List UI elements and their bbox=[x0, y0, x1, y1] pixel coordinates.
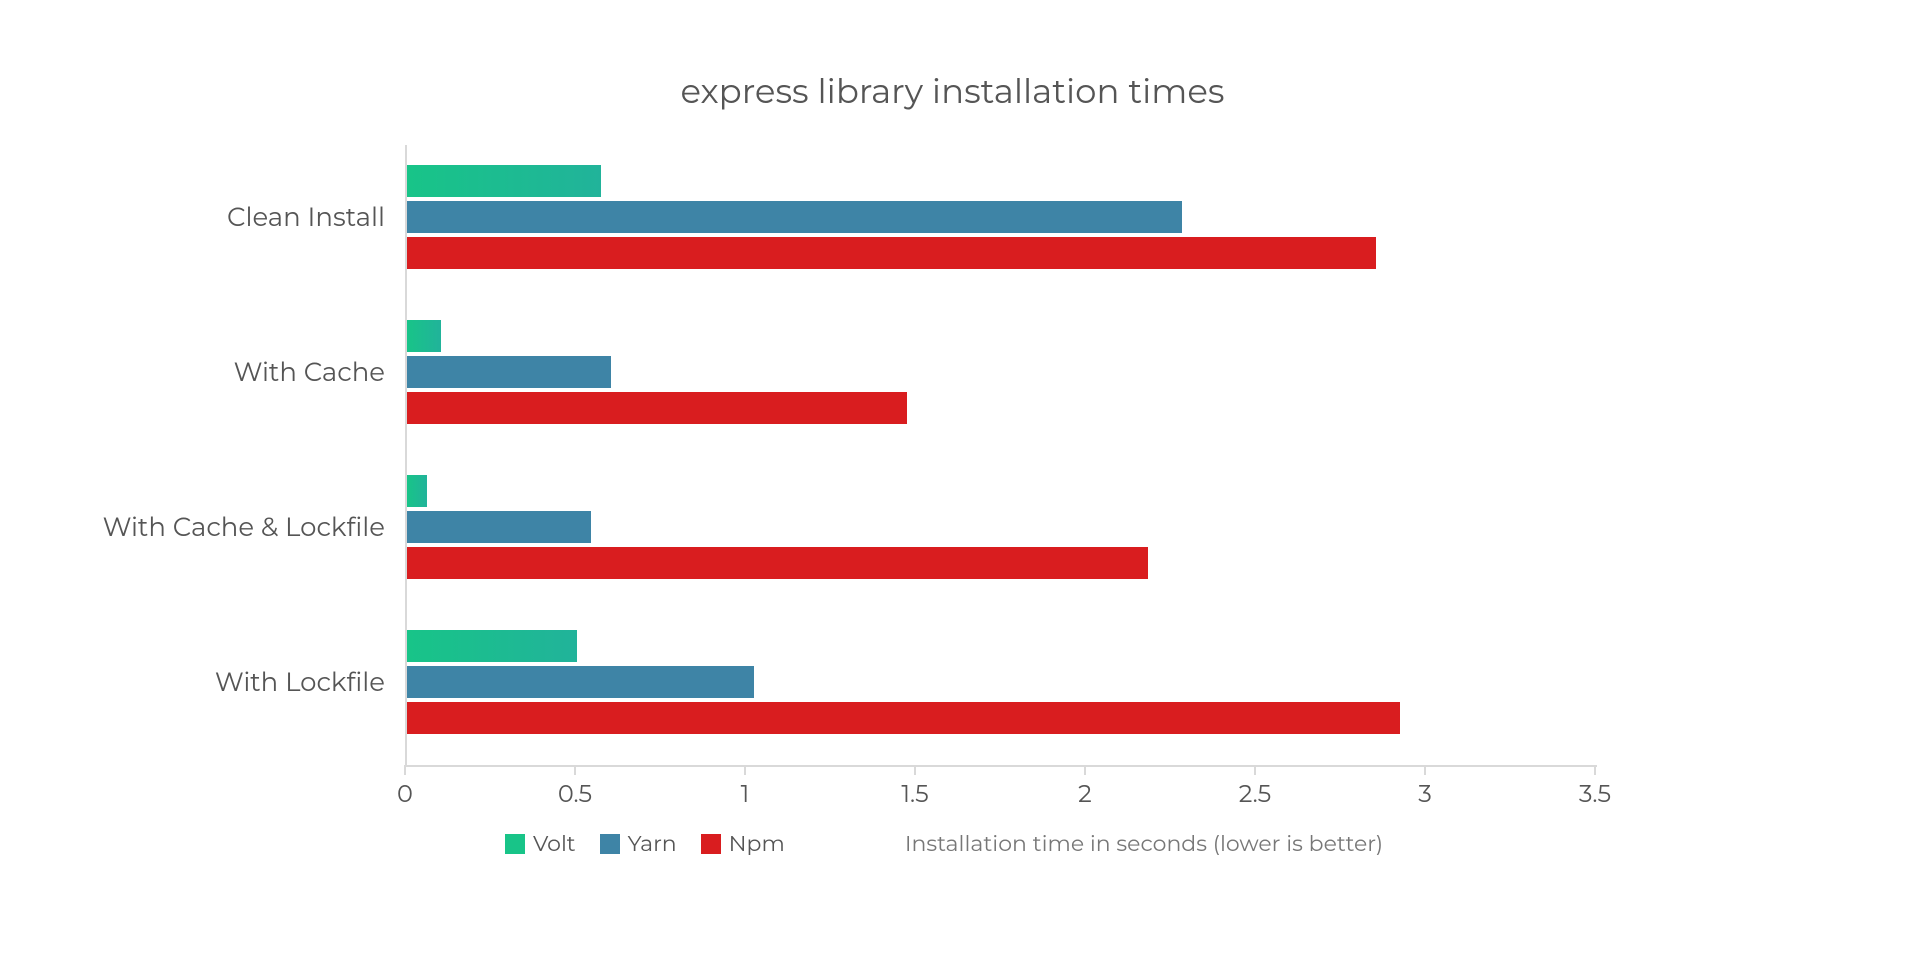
x-tick-label: 2.5 bbox=[1239, 780, 1272, 809]
legend-label: Yarn bbox=[628, 830, 677, 857]
bar-npm bbox=[407, 237, 1376, 269]
x-tick-mark bbox=[744, 765, 746, 775]
bar-yarn bbox=[407, 201, 1182, 233]
x-tick-label: 2 bbox=[1078, 780, 1092, 809]
bar-group bbox=[407, 475, 1597, 595]
legend-label: Npm bbox=[729, 830, 785, 857]
legend-item-volt: Volt bbox=[505, 830, 576, 857]
y-axis-category-label: With Lockfile bbox=[5, 666, 385, 698]
bar-volt bbox=[407, 630, 577, 662]
plot-area bbox=[405, 145, 1597, 767]
x-tick-mark bbox=[1594, 765, 1596, 775]
legend: Volt Yarn Npm Installation time in seconds… bbox=[405, 830, 1595, 857]
x-tick-mark bbox=[1084, 765, 1086, 775]
legend-items: Volt Yarn Npm bbox=[505, 830, 785, 857]
x-tick-label: 1.5 bbox=[901, 780, 928, 809]
x-tick-label: 1 bbox=[741, 780, 750, 809]
x-axis-title: Installation time in seconds (lower is b… bbox=[905, 830, 1383, 857]
legend-item-npm: Npm bbox=[701, 830, 785, 857]
legend-item-yarn: Yarn bbox=[600, 830, 677, 857]
bar-volt bbox=[407, 320, 441, 352]
legend-swatch bbox=[505, 834, 525, 854]
bar-volt bbox=[407, 165, 601, 197]
bar-yarn bbox=[407, 511, 591, 543]
bar-group bbox=[407, 320, 1597, 440]
x-tick-label: 0.5 bbox=[558, 780, 592, 809]
x-tick-mark bbox=[914, 765, 916, 775]
x-tick-label: 3 bbox=[1418, 780, 1432, 809]
chart-title: express library installation times bbox=[0, 70, 1905, 112]
bar-npm bbox=[407, 547, 1148, 579]
x-tick-mark bbox=[574, 765, 576, 775]
legend-swatch bbox=[701, 834, 721, 854]
x-tick-mark bbox=[404, 765, 406, 775]
bar-npm bbox=[407, 702, 1400, 734]
bar-volt bbox=[407, 475, 427, 507]
x-tick-label: 3.5 bbox=[1579, 780, 1611, 809]
y-axis-category-label: Clean Install bbox=[5, 201, 385, 233]
legend-swatch bbox=[600, 834, 620, 854]
x-tick-mark bbox=[1254, 765, 1256, 775]
bar-group bbox=[407, 165, 1597, 285]
chart-container: express library installation times Clean… bbox=[0, 0, 1905, 956]
bar-npm bbox=[407, 392, 907, 424]
y-axis-category-label: With Cache bbox=[5, 356, 385, 388]
legend-label: Volt bbox=[533, 830, 576, 857]
x-tick-label: 0 bbox=[397, 780, 413, 809]
bar-group bbox=[407, 630, 1597, 750]
bar-yarn bbox=[407, 356, 611, 388]
bar-yarn bbox=[407, 666, 754, 698]
y-axis-category-label: With Cache & Lockfile bbox=[5, 511, 385, 543]
x-tick-mark bbox=[1424, 765, 1426, 775]
